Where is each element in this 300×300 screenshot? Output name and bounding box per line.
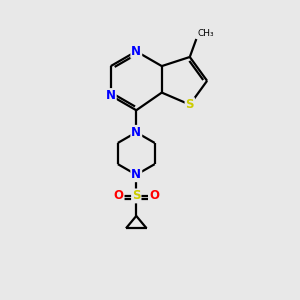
Text: CH₃: CH₃ xyxy=(198,28,214,38)
Text: S: S xyxy=(185,98,194,111)
Text: N: N xyxy=(131,168,141,181)
Text: N: N xyxy=(131,45,141,58)
Text: N: N xyxy=(106,89,116,102)
Text: O: O xyxy=(149,189,159,203)
Text: S: S xyxy=(132,189,140,203)
Text: N: N xyxy=(131,126,141,139)
Text: O: O xyxy=(114,189,124,203)
